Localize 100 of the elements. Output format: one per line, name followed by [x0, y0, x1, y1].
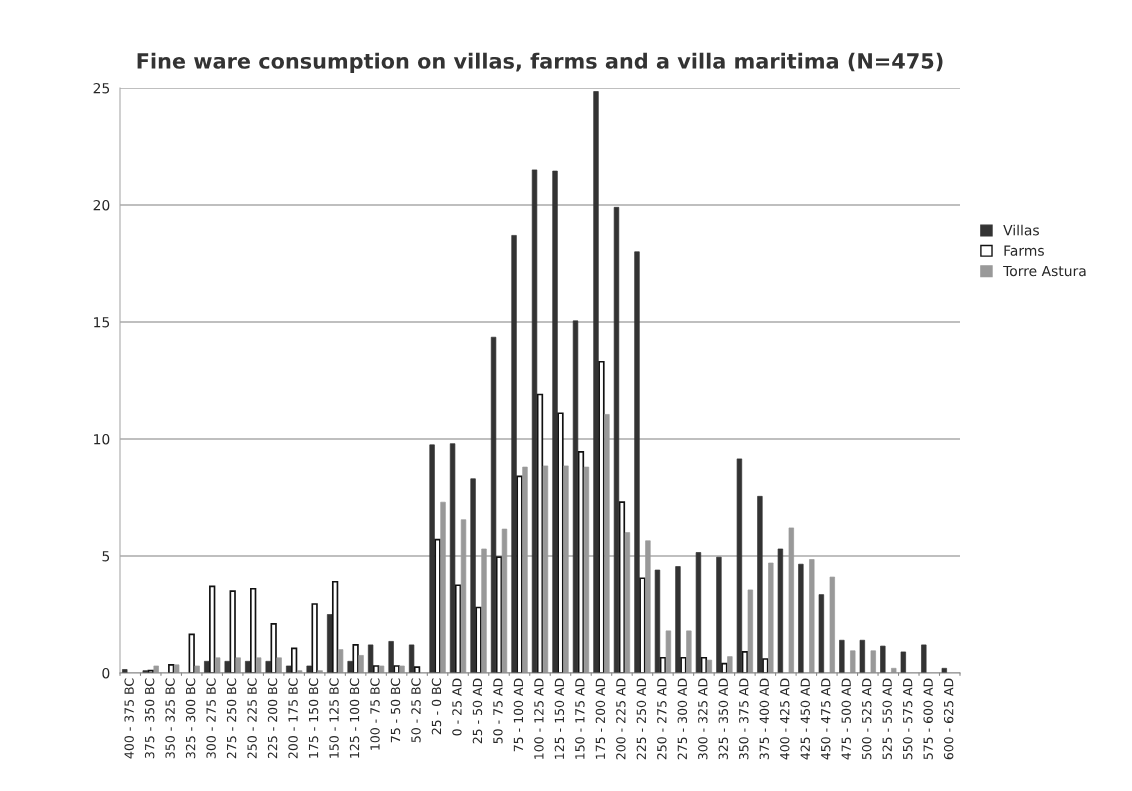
bar: [727, 656, 733, 673]
x-tick-label: 525 - 550 AD: [882, 678, 892, 760]
bar: [250, 587, 257, 673]
bar: [557, 412, 564, 673]
x-tick-label: 175 - 200 AD: [595, 678, 606, 759]
bar: [265, 660, 271, 673]
bar: [276, 657, 282, 673]
y-tick-label: 0: [102, 667, 110, 679]
y-tick-label: 20: [93, 199, 110, 211]
bar: [593, 91, 599, 673]
x-tick-label: 75 - 50 BC: [390, 678, 401, 743]
bar: [490, 336, 497, 673]
bar: [229, 590, 236, 673]
bar: [399, 665, 405, 673]
bar: [286, 665, 292, 673]
x-tick-label: 350 - 375 AD: [739, 678, 749, 760]
x-tick-label: 475 - 500 AD: [841, 678, 851, 760]
bar: [675, 566, 681, 673]
bar: [634, 251, 640, 673]
bar: [809, 559, 815, 673]
bar: [645, 540, 651, 673]
bar: [706, 659, 713, 673]
x-tick-label: 325 - 300 BC: [185, 678, 196, 759]
x-tick-label: 300 - 275 BC: [206, 678, 216, 759]
x-tick-label: 200 - 225 AD: [616, 678, 626, 760]
x-tick-label: 25 - 0 BC: [431, 678, 442, 735]
x-tick-label: 150 - 125 BC: [329, 678, 339, 758]
bar: [850, 650, 856, 673]
bar: [388, 641, 394, 673]
bar: [870, 650, 876, 673]
bar: [768, 562, 774, 673]
bar: [829, 576, 835, 673]
bar: [122, 669, 128, 673]
bar: [194, 665, 200, 673]
y-tick-label: 15: [94, 317, 110, 328]
x-tick-label: 500 - 525 AD: [861, 678, 872, 760]
x-tick-label: 225 - 200 BC: [267, 678, 278, 759]
x-tick-label: 350 - 325 BC: [165, 678, 175, 759]
legend-label: Villas: [1003, 224, 1039, 236]
x-tick-label: 175 - 150 BC: [308, 678, 319, 758]
bar: [460, 519, 467, 673]
bar: [224, 660, 230, 673]
bar: [174, 664, 180, 673]
bar: [331, 580, 339, 673]
x-tick-label: 50 - 75 AD: [493, 678, 503, 744]
x-tick-label: 250 - 225 BC: [247, 678, 257, 759]
bar: [429, 444, 435, 673]
x-tick-label: 400 - 375 BC: [124, 678, 134, 759]
x-tick-label: 325 - 350 AD: [718, 678, 729, 760]
bar: [358, 655, 364, 673]
bar: [624, 532, 631, 673]
bar: [798, 563, 804, 673]
bar: [686, 630, 692, 673]
bar: [501, 528, 508, 673]
bar: [408, 644, 415, 673]
x-tick-label: 400 - 425 AD: [780, 678, 790, 760]
bar: [454, 584, 462, 673]
y-tick-label: 25: [93, 82, 110, 94]
bar: [941, 667, 947, 673]
bar: [552, 170, 558, 673]
bar: [859, 639, 866, 673]
bar: [255, 657, 262, 673]
x-tick-label: 250 - 275 AD: [657, 678, 667, 760]
x-tick-label: 550 - 575 AD: [902, 678, 913, 760]
x-tick-label: 300 - 325 AD: [698, 678, 708, 760]
bar: [572, 320, 579, 673]
bar: [542, 465, 549, 673]
bar: [475, 606, 482, 673]
bar: [654, 569, 661, 673]
x-tick-label: 450 - 475 AD: [821, 678, 831, 760]
bar: [604, 414, 610, 673]
bar: [762, 658, 769, 673]
bar: [306, 665, 312, 673]
legend-label: Torre Astura: [1003, 265, 1086, 277]
x-tick-label: 600 - 625 AD: [943, 678, 954, 760]
x-tick-label: 575 - 600 AD: [923, 678, 933, 760]
bar: [716, 556, 722, 673]
bar: [665, 630, 672, 673]
bar: [583, 466, 590, 673]
bar: [290, 647, 298, 673]
bar: [921, 644, 927, 673]
y-tick-label: 10: [94, 433, 110, 445]
bar: [209, 585, 216, 673]
bar: [880, 645, 886, 673]
bar: [495, 556, 503, 673]
bar: [757, 495, 763, 673]
x-tick-label: 125 - 150 AD: [554, 678, 565, 759]
bar: [337, 649, 344, 673]
x-tick-label: 275 - 250 BC: [226, 678, 237, 759]
bar: [188, 633, 195, 673]
x-tick-label: 100 - 125 AD: [534, 678, 544, 759]
x-tick-label: 0 - 25 AD: [452, 678, 462, 736]
bar: [470, 478, 476, 673]
bar: [891, 667, 897, 673]
x-tick-label: 25 - 50 AD: [472, 678, 483, 744]
legend-label: Farms: [1004, 245, 1044, 256]
bar: [788, 527, 794, 673]
bar: [839, 639, 845, 673]
bar: [326, 614, 333, 673]
bar: [153, 665, 159, 673]
